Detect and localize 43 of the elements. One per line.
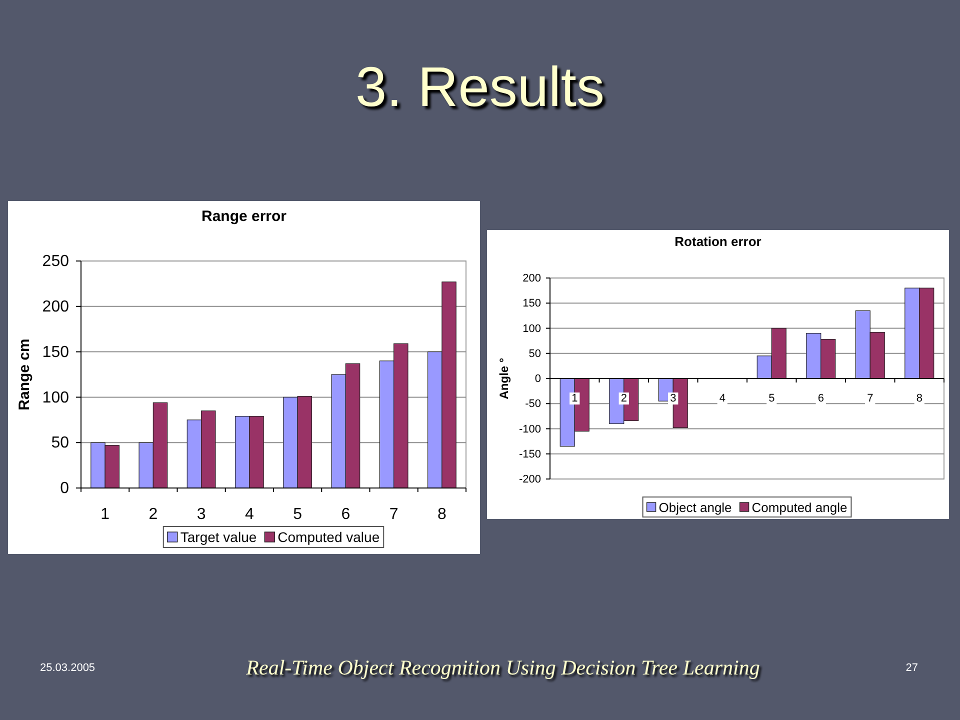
- legend-label: Object angle: [658, 500, 732, 514]
- y-tick-label: -150: [518, 448, 541, 460]
- x-tick-label: 4: [244, 506, 254, 523]
- y-axis-title: Angle °: [497, 358, 511, 400]
- x-tick-label: 7: [389, 506, 398, 523]
- x-tick-label: 5: [768, 392, 775, 404]
- legend-label: Computed value: [278, 529, 380, 545]
- y-tick-label: 0: [60, 480, 70, 498]
- y-tick-label: 200: [42, 298, 70, 316]
- x-tick-label: 3: [196, 506, 206, 523]
- y-tick-label: 100: [522, 322, 541, 335]
- y-tick-label: 0: [534, 373, 541, 386]
- text: Real-Time Object Recognition Using Decision Tree Learning: [246, 656, 760, 680]
- x-tick-label: 6: [818, 392, 824, 404]
- y-tick-label: -200: [518, 474, 541, 486]
- x-tick-label: 2: [148, 506, 158, 523]
- x-tick-label: 5: [293, 506, 302, 523]
- chart-title: Rotation error: [674, 234, 762, 249]
- text: 27: [906, 662, 918, 674]
- y-tick-label: -100: [518, 423, 541, 436]
- y-tick-label: 50: [51, 434, 70, 452]
- x-tick-label: 7: [867, 392, 874, 404]
- y-tick-label: 200: [522, 272, 541, 285]
- legend-label: Computed angle: [752, 500, 848, 514]
- y-tick-label: 50: [528, 348, 541, 360]
- legend-label: Target value: [180, 529, 257, 545]
- y-tick-label: 100: [42, 389, 70, 406]
- text: 25.03.2005: [40, 662, 96, 674]
- y-axis-title: Range cm: [16, 338, 32, 410]
- x-tick-label: 6: [341, 506, 350, 523]
- x-tick-label: 4: [719, 392, 726, 404]
- y-tick-label: -50: [525, 398, 541, 410]
- x-tick-label: 1: [572, 392, 578, 404]
- x-tick-label: 2: [620, 392, 627, 404]
- x-tick-label: 8: [916, 392, 922, 404]
- chart-title: Range error: [201, 208, 287, 225]
- y-tick-label: 150: [42, 344, 70, 361]
- x-tick-label: 3: [670, 392, 676, 404]
- y-tick-label: 150: [522, 298, 541, 310]
- x-tick-label: 1: [100, 506, 110, 523]
- text: 3. Results: [356, 54, 604, 120]
- y-tick-label: 250: [42, 253, 70, 270]
- x-tick-label: 8: [437, 506, 446, 523]
